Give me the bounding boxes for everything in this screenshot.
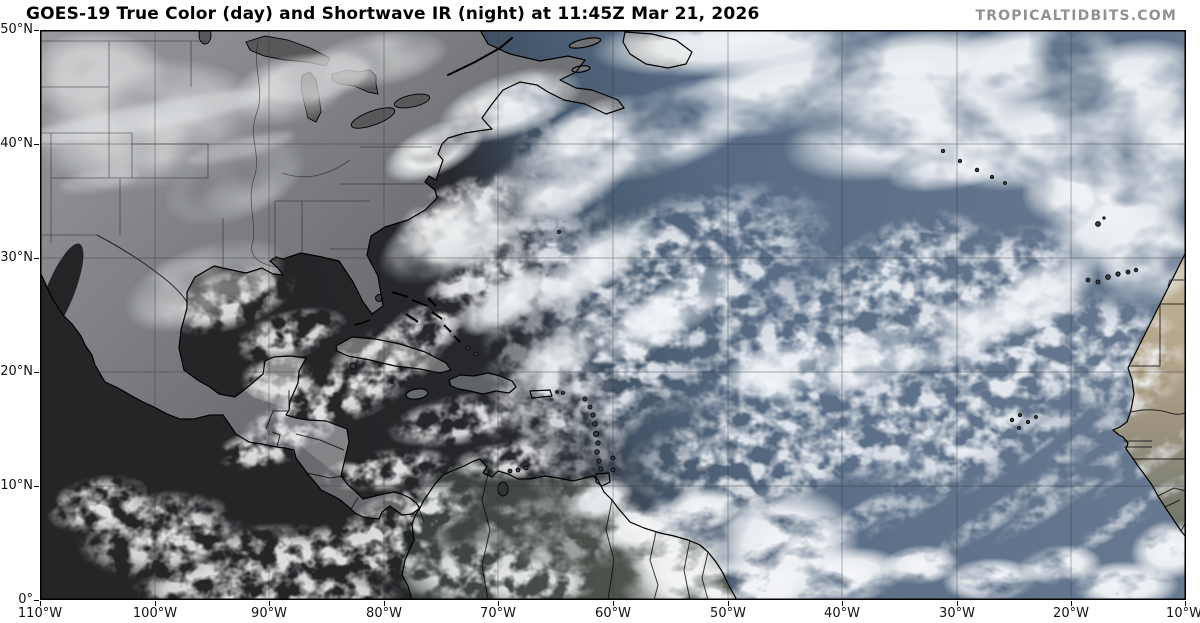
lon-tick-mark xyxy=(155,601,156,606)
lon-tick-mark xyxy=(1185,601,1186,606)
night-cloud-layer xyxy=(45,169,600,600)
lon-tick-mark xyxy=(957,601,958,606)
map-title: GOES-19 True Color (day) and Shortwave I… xyxy=(26,4,760,24)
lat-tick-mark xyxy=(34,144,39,145)
snow-streak-layer xyxy=(40,53,369,193)
grid-layer xyxy=(40,30,1186,600)
lon-tick-mark xyxy=(1071,601,1072,606)
lat-label-50n: 50°N xyxy=(0,22,33,37)
lon-label-110w: 110°W xyxy=(17,606,63,621)
lon-label-90w: 90°W xyxy=(251,606,287,621)
lon-label-70w: 70°W xyxy=(480,606,516,621)
bahamas-islands xyxy=(391,291,461,343)
site-branding: TROPICALTIDBITS.COM xyxy=(975,8,1177,24)
coastline-layer xyxy=(40,30,1186,600)
lat-label-40n: 40°N xyxy=(0,136,33,151)
lat-label-30n: 30°N xyxy=(0,250,33,265)
lon-label-80w: 80°W xyxy=(366,606,402,621)
country-border-layer xyxy=(96,234,1186,600)
lon-label-100w: 100°W xyxy=(132,606,178,621)
lat-label-10n: 10°N xyxy=(0,478,33,493)
lon-label-60w: 60°W xyxy=(595,606,631,621)
lat-tick-mark xyxy=(34,258,39,259)
satellite-map xyxy=(40,30,1186,600)
lon-tick-mark xyxy=(728,601,729,606)
lon-label-40w: 40°W xyxy=(824,606,860,621)
lat-tick-mark xyxy=(34,30,39,31)
lon-label-20w: 20°W xyxy=(1053,606,1089,621)
lat-tick-mark xyxy=(34,600,39,601)
lat-label-20n: 20°N xyxy=(0,364,33,379)
lon-label-30w: 30°W xyxy=(939,606,975,621)
lon-tick-mark xyxy=(498,601,499,606)
lon-label-10w: 10°W xyxy=(1166,606,1200,621)
lon-tick-mark xyxy=(269,601,270,606)
lon-tick-mark xyxy=(40,601,41,606)
lon-tick-mark xyxy=(842,601,843,606)
lon-tick-mark xyxy=(613,601,614,606)
satellite-image xyxy=(40,30,1186,600)
lat-label-0: 0° xyxy=(18,592,33,607)
lon-tick-mark xyxy=(384,601,385,606)
lat-tick-mark xyxy=(34,486,39,487)
island-dots-layer xyxy=(349,149,1139,474)
lat-tick-mark xyxy=(34,372,39,373)
lon-label-50w: 50°W xyxy=(710,606,746,621)
map-border xyxy=(40,30,1186,600)
